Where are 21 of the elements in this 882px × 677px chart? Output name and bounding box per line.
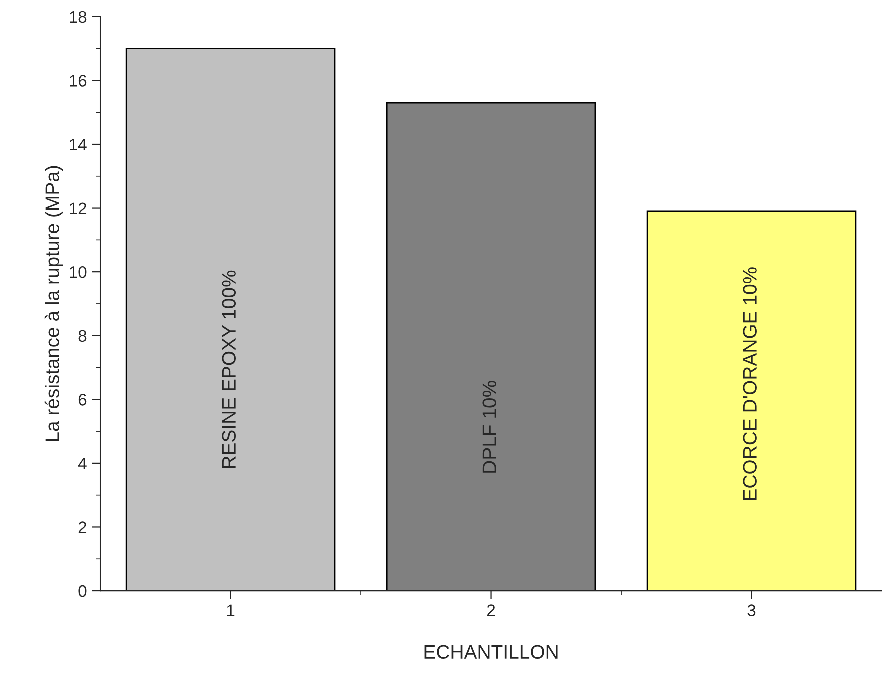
y-tick-label: 8 [78, 330, 87, 342]
y-tick-label: 10 [70, 266, 87, 278]
y-tick-label: 4 [78, 458, 87, 470]
bar [386, 102, 596, 592]
x-tick-label: 1 [227, 604, 235, 616]
y-tick-label: 18 [70, 11, 87, 24]
y-axis-title: La résistance à la rupture (MPa) [44, 166, 64, 442]
bar [126, 48, 336, 592]
y-tick-label: 14 [70, 139, 87, 151]
y-tick-label: 0 [78, 585, 87, 598]
y-tick-label: 2 [78, 522, 87, 534]
y-tick-label: 12 [70, 202, 87, 214]
annotation: RESINE EPOXY 100% [222, 270, 236, 468]
bar [646, 210, 857, 592]
y-tick-label: 6 [78, 394, 87, 406]
x-tick-label: 2 [487, 604, 496, 616]
annotation: DPLF 10% [482, 381, 496, 473]
annotation: ECORCE D'ORANGE 10% [743, 268, 757, 500]
x-axis-title: ECHANTILLON [424, 645, 558, 660]
y-tick-label: 16 [70, 75, 87, 87]
x-tick-label: 3 [748, 604, 756, 616]
